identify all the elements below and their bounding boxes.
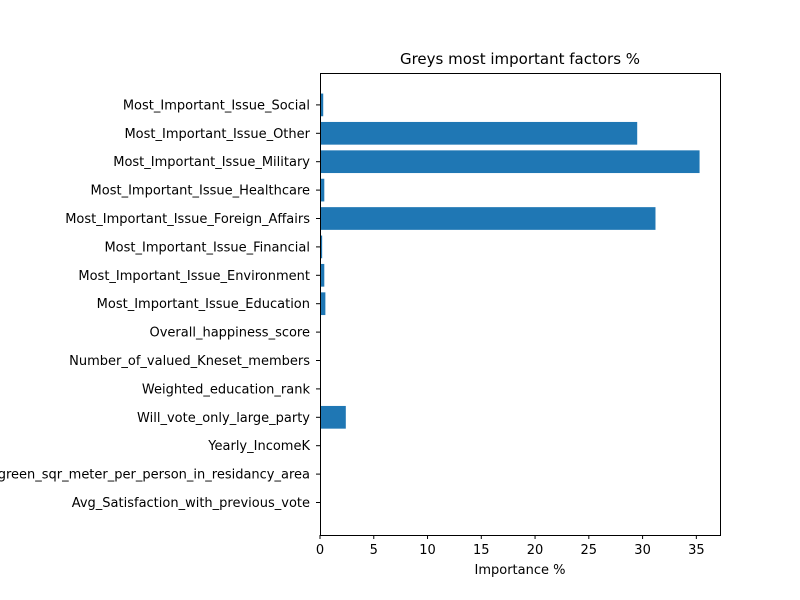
bar-Most_Important_Issue_Social (320, 93, 324, 117)
chart-title: Greys most important factors % (400, 50, 640, 68)
y-tick-label: Avg_Satisfaction_with_previous_vote (72, 496, 310, 511)
y-ticks-group: Avg_Satisfaction_with_previous_vote Avg_g… (0, 98, 320, 511)
y-tick-label: Most_Important_Issue_Social (123, 98, 310, 113)
x-ticks-group: 0 5 10 15 20 25 30 35 (316, 535, 705, 558)
bar-Most_Important_Issue_Other (320, 121, 638, 145)
y-tick-label: Most_Important_Issue_Other (124, 127, 310, 142)
y-tick-label: Most_Important_Issue_Military (113, 155, 310, 170)
y-tick-label: Number_of_valued_Kneset_members (69, 354, 310, 369)
y-tick-label: Overall_happiness_score (150, 326, 311, 341)
x-tick-label: 10 (419, 543, 436, 558)
x-tick-label: 0 (316, 543, 324, 558)
y-tick-label: Most_Important_Issue_Environment (78, 269, 310, 284)
bar-Most_Important_Issue_Healthcare (320, 178, 325, 202)
y-tick-label: Most_Important_Issue_Foreign_Affairs (65, 212, 310, 227)
bar-Most_Important_Issue_Military (320, 150, 700, 174)
x-tick-label: 15 (473, 543, 490, 558)
x-axis-title: Importance % (475, 563, 566, 578)
plot-frame (320, 73, 721, 536)
bar-Will_vote_only_large_party (320, 405, 346, 429)
y-tick-label: Avg_green_sqr_meter_per_person_in_resida… (0, 468, 310, 483)
x-tick-label: 25 (581, 543, 598, 558)
y-tick-label: Most_Important_Issue_Healthcare (91, 184, 310, 199)
x-tick-label: 35 (688, 543, 705, 558)
bar-Most_Important_Issue_Environment (320, 263, 325, 287)
x-tick-label: 5 (370, 543, 378, 558)
bar-Most_Important_Issue_Foreign_Affairs (320, 207, 656, 230)
y-tick-label: Yearly_IncomeK (207, 439, 310, 454)
bar-Most_Important_Issue_Education (320, 292, 326, 316)
y-tick-label: Most_Important_Issue_Education (97, 297, 310, 312)
y-tick-label: Weighted_education_rank (142, 382, 311, 397)
y-tick-label: Will_vote_only_large_party (137, 411, 310, 426)
bars-group (320, 93, 700, 514)
y-tick-label: Most_Important_Issue_Financial (104, 240, 310, 255)
bar-Most_Important_Issue_Financial (320, 235, 323, 259)
x-tick-label: 30 (634, 543, 651, 558)
x-tick-label: 20 (527, 543, 544, 558)
